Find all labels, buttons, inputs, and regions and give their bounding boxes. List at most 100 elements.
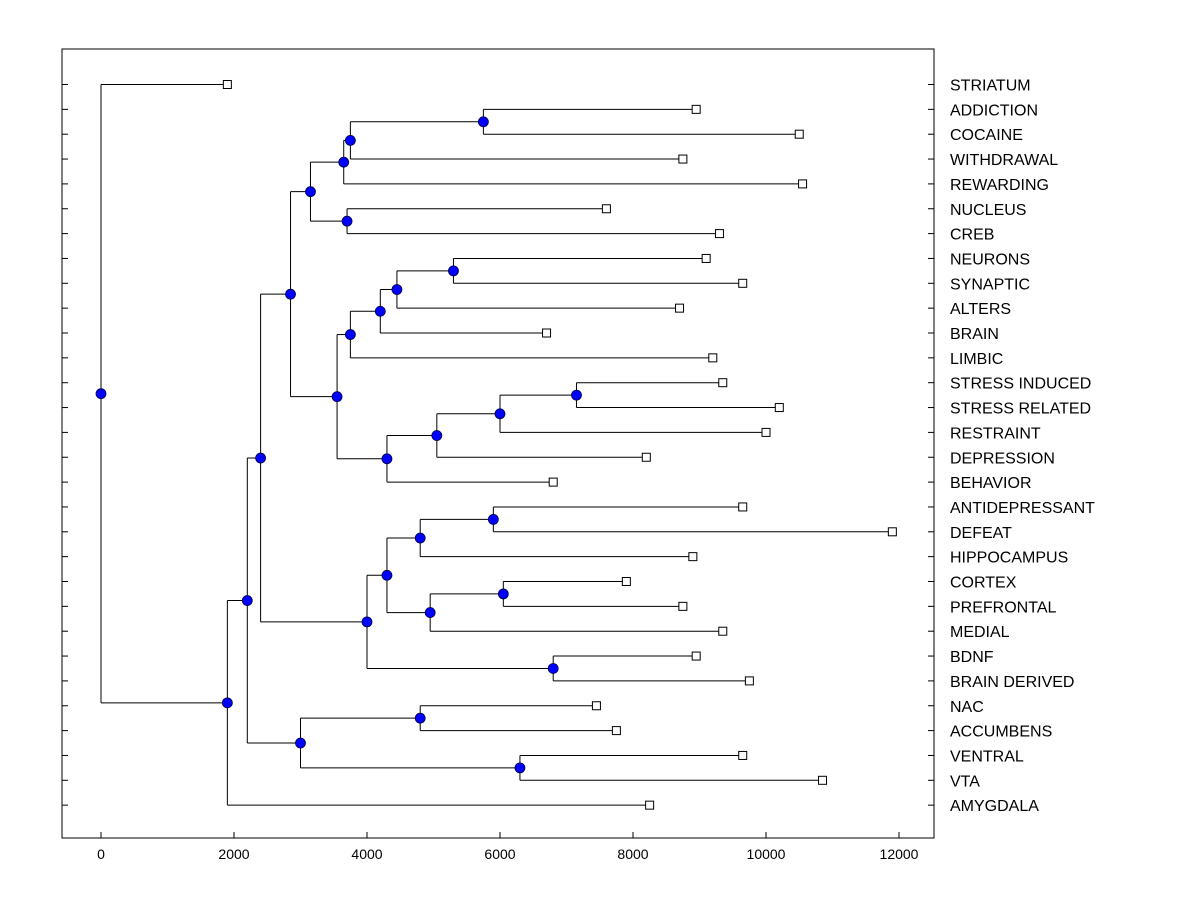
leaf-label: VTA [950,773,980,790]
leaf-marker [601,204,611,214]
merge-node [221,697,233,709]
leaf-label: NEURONS [950,251,1030,268]
x-tick-label: 4000 [351,846,382,862]
leaf-label: ALTERS [950,301,1011,318]
merge-node [344,329,356,340]
merge-node [494,408,506,420]
leaf-marker [678,601,688,611]
leaf-label: COCAINE [950,127,1023,144]
leaf-marker [738,278,748,288]
merge-node [338,156,350,168]
leaf-label: LIMBIC [950,351,1003,368]
leaf-marker [761,427,771,437]
leaf-marker [744,676,754,686]
leaf-labels: STRIATUM ADDICTION COCAINE WITHDRAWAL REWARD… [950,78,1095,816]
leaf-marker [641,452,651,462]
leaf-marker [714,229,724,239]
leaf-label: NUCLEUS [950,202,1026,219]
leaf-marker [774,403,784,413]
merge-node [381,453,393,465]
merge-node [305,186,316,198]
merge-node [255,452,267,464]
x-tick-label: 2000 [218,846,249,862]
merge-node [477,116,489,128]
merge-node [497,588,509,600]
leaf-marker [818,775,828,785]
merge-node [381,569,393,581]
merge-node [547,663,559,674]
merge-node [514,762,526,774]
leaf-label: HIPPOCAMPUS [950,550,1068,567]
merge-node [424,607,436,618]
leaf-label: BRAIN [950,326,999,343]
leaf-marker [887,527,897,537]
x-tick-label: 8000 [617,846,648,862]
x-tick-label: 10000 [747,846,786,862]
leaf-marker [738,750,748,760]
leaf-marker [794,129,804,139]
dendrogram-links [100,84,893,806]
merge-node [285,288,296,300]
leaf-marker [718,378,728,388]
merge-node [344,135,356,146]
leaf-marker [678,154,688,164]
leaf-marker [701,253,711,263]
leaf-label: REWARDING [950,177,1049,194]
leaf-label: DEPRESSION [950,450,1055,467]
leaf-label: WITHDRAWAL [950,152,1058,169]
leaf-label: RESTRAINT [950,425,1041,442]
leaf-marker [691,104,701,114]
merge-node [431,430,443,441]
merge-node [95,388,107,400]
x-tick-label: 6000 [484,846,515,862]
leaf-marker [222,80,232,89]
leaf-marker [542,328,552,338]
leaf-label: CREB [950,227,994,244]
leaf-label: BEHAVIOR [950,475,1032,492]
leaf-label: VENTRAL [950,748,1024,765]
leaf-marker [591,701,601,711]
leaf-label: ANTIDEPRESSANT [950,500,1095,517]
merge-node [391,284,403,295]
leaf-label: STRESS INDUCED [950,376,1091,393]
merge-node [448,265,459,277]
merge-node [374,305,386,317]
leaf-label: BDNF [950,649,994,666]
leaf-label: PREFRONTAL [950,599,1056,616]
leaf-marker [675,303,685,313]
y-ticks [62,84,934,806]
merge-nodes [95,116,582,774]
merge-node [361,616,373,628]
leaf-label: NAC [950,699,984,716]
leaf-label: CORTEX [950,575,1017,592]
x-tick-label: 12000 [880,846,919,862]
plot-frame [61,48,935,839]
merge-node [414,712,426,724]
leaf-label: STRIATUM [950,78,1031,95]
leaf-label: BRAIN DERIVED [950,674,1074,691]
leaf-marker [708,353,718,363]
leaf-marker [691,651,701,661]
leaf-label: MEDIAL [950,624,1010,641]
merge-node [571,389,582,401]
leaf-marker [621,577,631,586]
merge-node [295,737,306,749]
leaf-marker [548,477,558,487]
leaf-label: DEFEAT [950,525,1012,542]
leaf-label: SYNAPTIC [950,276,1030,293]
leaf-label: ACCUMBENS [950,724,1052,741]
leaf-marker [611,726,621,736]
merge-node [341,215,353,227]
leaf-label: AMYGDALA [950,798,1039,815]
merge-node [331,391,343,403]
x-axis: 0 2000 4000 6000 8000 10000 12000 [97,832,919,862]
leaf-marker [645,800,655,810]
leaf-marker [798,179,808,189]
leaf-label: ADDICTION [950,102,1038,119]
leaf-marker [738,502,748,512]
merge-node [414,532,426,544]
x-tick-label: 0 [97,846,105,862]
merge-node [241,595,253,606]
merge-node [487,513,499,525]
